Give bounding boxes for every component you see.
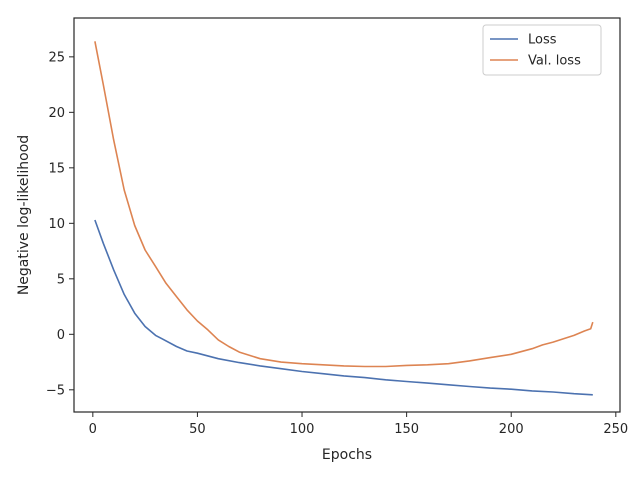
y-tick-label: 10 <box>48 217 65 232</box>
x-axis-ticks: 0 50 100 150 200 250 <box>89 412 628 437</box>
plot-frame <box>73 17 621 413</box>
series-line-2 <box>94 41 594 368</box>
y-tick-label: 0 <box>57 328 65 343</box>
x-tick-label: 250 <box>603 422 628 437</box>
y-tick-label: −5 <box>46 383 65 398</box>
x-tick-label: 200 <box>499 422 524 437</box>
x-tick-label: 50 <box>189 422 206 437</box>
y-axis-ticks: −5 0 5 10 15 20 25 <box>46 50 74 398</box>
x-tick-label: 150 <box>394 422 419 437</box>
series-line-1 <box>94 219 593 396</box>
y-tick-label: 15 <box>48 161 65 176</box>
legend-label: Val. loss <box>528 54 581 69</box>
y-tick-label: 5 <box>57 272 65 287</box>
legend-label: Loss <box>528 33 557 48</box>
x-tick-label: 100 <box>290 422 315 437</box>
x-axis-label: Epochs <box>322 447 372 463</box>
y-axis-label: Negative log-likelihood <box>16 135 32 295</box>
series-layer <box>94 41 594 396</box>
y-tick-label: 20 <box>48 106 65 121</box>
x-tick-label: 0 <box>89 422 97 437</box>
y-tick-label: 25 <box>48 50 65 65</box>
legend-box <box>482 24 602 76</box>
legend: Loss Val. loss <box>482 24 602 76</box>
